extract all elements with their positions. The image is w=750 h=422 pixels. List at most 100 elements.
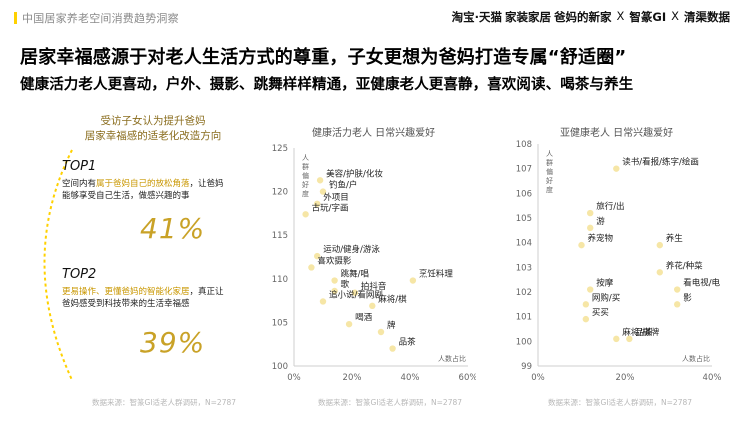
headline: 居家幸福感源于对老人生活方式的尊重，子女更想为爸妈打造专属“舒适圈” xyxy=(20,47,627,68)
data-point-label: 运动/健身/游泳 xyxy=(323,244,380,255)
logo-jiazhuang-jiaju: 家装家居 xyxy=(505,10,551,24)
data-point xyxy=(369,302,376,310)
data-point xyxy=(613,335,620,343)
subheadline: 健康活力老人更喜动，户外、摄影、跳舞样样精通，亚健康老人更喜静，喜欢阅读、喝茶与… xyxy=(20,77,634,93)
y-axis-label-char: 好 xyxy=(546,176,553,185)
caption-line-2: 居家幸福感的适老化改造方向 xyxy=(84,130,222,142)
data-point-label: 麻将/棋 xyxy=(378,294,407,305)
logo-bama-xinjia: 爸妈的新家 xyxy=(554,10,612,24)
y-tick-label: 103 xyxy=(516,263,532,273)
data-point xyxy=(316,177,324,184)
data-point-label: 买买 xyxy=(592,308,609,318)
data-point xyxy=(578,241,585,249)
data-point-label: 游 xyxy=(596,216,605,227)
data-point xyxy=(308,264,315,271)
data-point-label: 外项目 xyxy=(323,192,349,203)
chart2-title: 亚健康老人 日常兴趣爱好 xyxy=(560,128,674,139)
x-tick-label: 0% xyxy=(531,373,545,383)
data-point-label: 养宠物 xyxy=(588,233,614,244)
data-point xyxy=(319,188,327,195)
logo-separator: X xyxy=(671,9,679,23)
y-tick-label: 105 xyxy=(272,318,288,328)
data-point-label: 美容/护肤/化妆 xyxy=(326,168,383,179)
top2-description: 更易操作、更懂爸妈的智能化家居，真正让爸妈感受到科技带来的生活幸福感 xyxy=(62,287,224,309)
top2-highlight: 更易操作、更懂爸妈的智能化家居 xyxy=(62,287,190,297)
data-point-label: 读书/看报/练字/绘画 xyxy=(622,157,699,168)
y-axis-label-char: 人 xyxy=(546,150,553,158)
y-tick-label: 104 xyxy=(516,239,532,249)
data-point xyxy=(389,345,396,352)
data-point-label: 古玩/字画 xyxy=(312,202,349,213)
decorative-arc xyxy=(43,149,73,381)
y-tick-label: 107 xyxy=(516,165,532,175)
left-source-note: 数据来源：智篆GI适老人群调研，N=2787 xyxy=(92,398,237,407)
chart-subhealthy-hobbies: 99 100 101 102 103 104 105 106 107 108 0% 20% 40% 人群偏… xyxy=(516,140,722,383)
data-point xyxy=(674,301,681,308)
data-point xyxy=(314,252,321,260)
data-point xyxy=(587,224,594,232)
y-tick-label: 102 xyxy=(516,288,532,298)
logo-taobao-tmall: 淘宝·天猫 xyxy=(451,10,502,24)
data-point xyxy=(345,320,353,328)
data-point xyxy=(582,301,590,308)
x-tick-label: 60% xyxy=(459,373,476,383)
data-point-label: 牌 xyxy=(387,320,396,331)
chart1-title: 健康活力老人 日常兴趣爱好 xyxy=(312,128,436,139)
data-point-label: 网购/买 xyxy=(592,292,620,303)
y-tick-label: 100 xyxy=(272,362,288,372)
x-tick-label: 20% xyxy=(343,373,362,383)
data-point xyxy=(613,165,620,172)
data-point-label: 钓鱼/户 xyxy=(329,180,357,191)
data-point-label: 跳舞/唱 xyxy=(341,269,369,280)
data-point-label: 拍抖音 xyxy=(361,281,387,292)
data-point-label: 按摩 xyxy=(596,278,614,289)
data-point xyxy=(314,200,321,208)
data-point-label: 养花/种菜 xyxy=(666,260,703,271)
y-tick-label: 108 xyxy=(516,140,532,150)
data-point-label: 喝酒 xyxy=(355,313,373,323)
data-point xyxy=(674,286,681,293)
logo-separator: X xyxy=(616,9,625,23)
data-point-label: 影 xyxy=(683,292,692,303)
data-point xyxy=(377,328,385,336)
x-axis-label: 人数占比 xyxy=(438,354,466,363)
data-point-label: 喜欢摄影 xyxy=(317,255,352,266)
y-tick-label: 110 xyxy=(272,275,288,285)
data-point-label: 品茶 xyxy=(399,337,417,348)
data-point-label: 看电视/电 xyxy=(683,278,720,289)
chart1-source-note: 数据来源：智篆GI适老人群调研，N=2787 xyxy=(318,398,463,407)
top2-label: TOP2 xyxy=(62,267,97,282)
header-accent-bar xyxy=(14,12,17,24)
top1-highlight: 属于爸妈自己的放松角落 xyxy=(96,179,190,189)
x-tick-label: 0% xyxy=(287,373,301,383)
data-point-label: 品茶 xyxy=(635,327,653,338)
y-tick-label: 125 xyxy=(272,144,288,154)
x-tick-label: 20% xyxy=(616,373,635,383)
y-tick-label: 101 xyxy=(516,313,532,323)
logo-qingqu-data: 清渠数据 xyxy=(684,10,730,24)
y-axis-label-char: 偏 xyxy=(302,171,309,180)
top1-label: TOP1 xyxy=(62,159,97,174)
data-point xyxy=(587,209,594,217)
data-point-label: 旅行/出 xyxy=(596,201,624,212)
logo-zhizhuan-gi: 智篆GI xyxy=(629,10,667,24)
data-point xyxy=(331,277,338,284)
data-point xyxy=(656,241,663,249)
y-tick-label: 100 xyxy=(516,337,532,347)
data-point-label: 追小说/看网剧 xyxy=(329,289,383,300)
y-tick-label: 106 xyxy=(516,189,532,199)
top1-percent: 41% xyxy=(140,212,206,245)
data-point xyxy=(626,335,633,343)
data-point xyxy=(319,298,327,305)
y-axis-label-char: 人 xyxy=(302,154,309,162)
y-axis-label-char: 好 xyxy=(302,180,309,189)
header-title: 中国居家养老空间消费趋势洞察 xyxy=(22,12,179,25)
data-point-label: 麻将/棋牌 xyxy=(622,327,659,338)
y-tick-label: 120 xyxy=(272,188,288,198)
data-point xyxy=(331,287,338,295)
data-point-label: 养生 xyxy=(666,233,684,244)
y-axis-label-char: 偏 xyxy=(546,167,553,176)
y-axis-label-char: 度 xyxy=(302,189,309,198)
partner-logos: 淘宝·天猫 家装家居 爸妈的新家 X 智篆GI X 清渠数据 xyxy=(452,9,730,25)
y-axis-label-char: 度 xyxy=(546,185,553,194)
